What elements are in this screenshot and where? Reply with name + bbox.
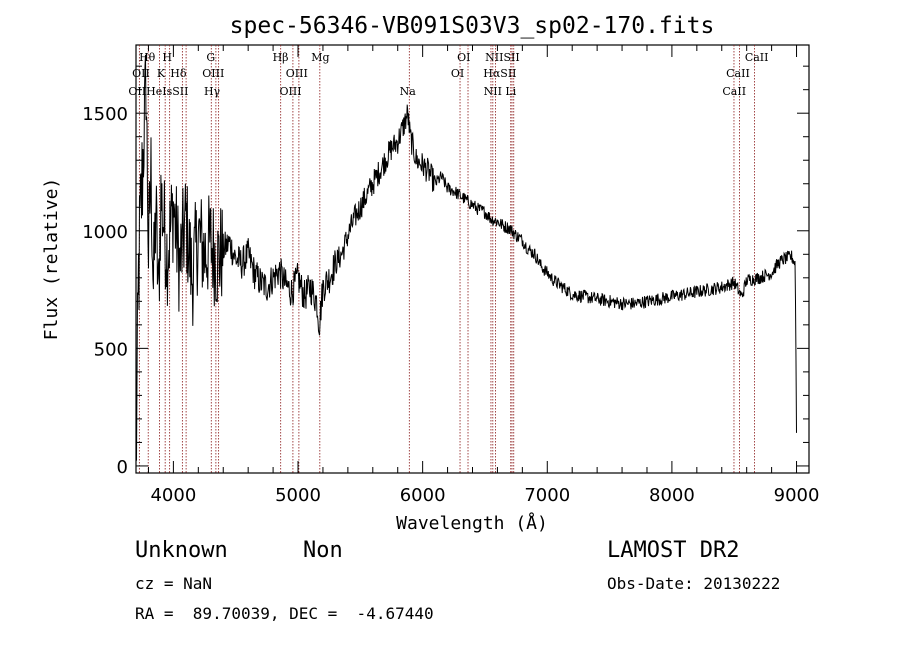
line-label-19: Na	[400, 85, 417, 98]
object-class-label: Unknown	[135, 538, 228, 563]
line-label-13: OI	[451, 67, 464, 80]
x-tick-label-2: 6000	[400, 485, 446, 506]
line-label-6: NIISII	[485, 51, 520, 64]
line-label-18: OIII	[280, 85, 302, 98]
observation-date: Obs-Date: 20130222	[607, 574, 781, 593]
plot-frame	[135, 44, 810, 474]
coordinates-readout: RA = 89.70039, DEC = -4.67440	[135, 604, 434, 623]
line-label-21: CaII	[722, 85, 746, 98]
line-label-2: G	[206, 51, 215, 64]
line-label-1: H	[162, 51, 172, 64]
line-label-10: Hδ	[170, 67, 187, 80]
line-label-3: Hβ	[273, 51, 289, 64]
y-tick-label-0: 0	[117, 457, 128, 478]
redshift-readout: cz = NaN	[135, 574, 213, 593]
y-tick-label-1: 500	[94, 339, 128, 360]
survey-label: LAMOST DR2	[607, 538, 740, 563]
line-label-8: OII	[132, 67, 150, 80]
line-label-20: NII Li	[484, 85, 517, 98]
y-axis-label: Flux (relative)	[41, 178, 62, 341]
emission-line-labels: Hθ H G Hβ Mg OI NIISII CaII OII K Hδ OIII OIII OI HαSI…	[128, 51, 768, 98]
line-label-17: Hγ	[204, 85, 221, 98]
line-label-9: K	[157, 67, 166, 80]
object-subclass-label: Non	[303, 538, 343, 563]
line-label-16: OIIHeIsSII	[128, 85, 188, 98]
line-label-15: CaII	[726, 67, 750, 80]
x-tick-label-4: 8000	[649, 485, 695, 506]
line-label-7: CaII	[745, 51, 769, 64]
chart-title: spec-56346-VB091S03V3_sp02-170.fits	[230, 13, 715, 39]
x-tick-label-5: 9000	[774, 485, 820, 506]
x-axis-label: Wavelength (Å)	[396, 512, 548, 534]
x-tick-label-0: 4000	[150, 485, 196, 506]
line-label-5: OI	[457, 51, 470, 64]
line-label-4: Mg	[311, 51, 329, 64]
line-label-12: OIII	[286, 67, 308, 80]
x-axis-ticks: 4000 5000 6000 7000 8000 9000	[147, 45, 820, 506]
line-label-14: HαSII	[483, 67, 516, 80]
spectrum-series-line	[135, 54, 797, 461]
x-tick-label-3: 7000	[524, 485, 570, 506]
line-label-11: OIII	[202, 67, 224, 80]
y-tick-label-3: 1500	[82, 104, 128, 125]
y-tick-label-2: 1000	[82, 222, 128, 243]
line-label-0: Hθ	[139, 51, 156, 64]
x-tick-label-1: 5000	[275, 485, 321, 506]
y-axis-ticks: 0 500 1000 1500	[82, 65, 809, 478]
